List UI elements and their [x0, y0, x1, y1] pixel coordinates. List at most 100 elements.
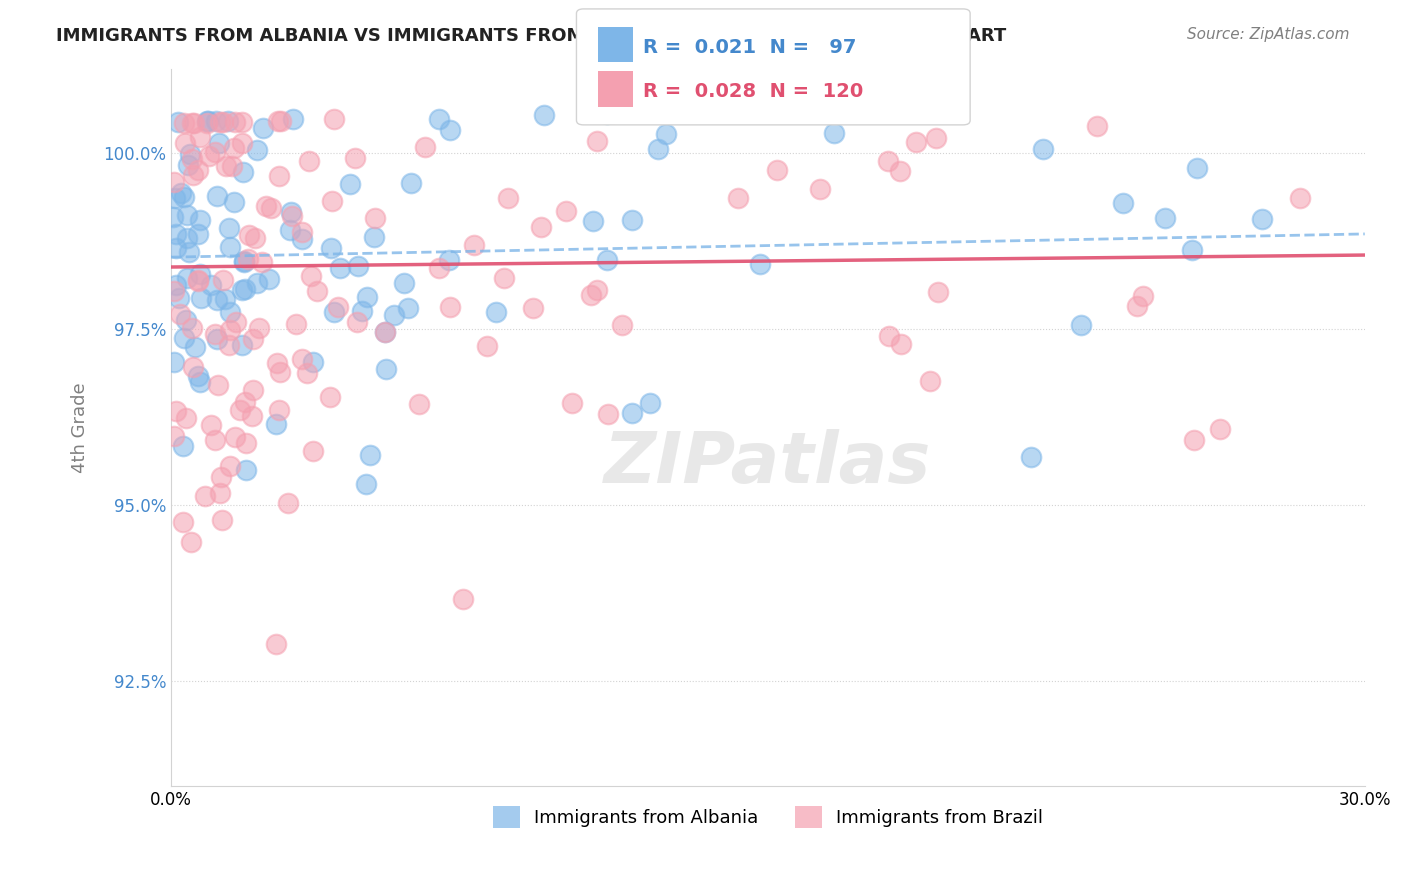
Point: [200, 417, 222, 432]
Point: [205, 189, 228, 203]
Point: [766, 162, 789, 177]
Point: [329, 260, 352, 275]
Point: [246, 277, 269, 291]
Point: [375, 362, 398, 376]
Point: [172, 515, 194, 529]
Point: [235, 282, 257, 296]
Point: [749, 257, 772, 271]
Point: [218, 338, 240, 352]
Point: [1187, 161, 1209, 176]
Point: [285, 317, 308, 331]
Point: [163, 175, 186, 189]
Point: [165, 241, 187, 255]
Point: [197, 149, 219, 163]
Point: [181, 359, 204, 374]
Point: [211, 273, 233, 287]
Point: [582, 214, 605, 228]
Point: [299, 268, 322, 283]
Point: [727, 191, 749, 205]
Point: [174, 136, 197, 150]
Point: [176, 231, 198, 245]
Point: [439, 300, 461, 314]
Point: [165, 403, 187, 417]
Point: [270, 113, 292, 128]
Point: [167, 291, 190, 305]
Point: [177, 244, 200, 259]
Point: [187, 369, 209, 384]
Point: [176, 270, 198, 285]
Point: [1019, 450, 1042, 464]
Point: [173, 189, 195, 203]
Point: [205, 114, 228, 128]
Text: R =  0.028  N =  120: R = 0.028 N = 120: [643, 82, 863, 102]
Point: [579, 288, 602, 302]
Point: [232, 165, 254, 179]
Point: [219, 240, 242, 254]
Point: [298, 153, 321, 168]
Point: [291, 352, 314, 367]
Point: [209, 485, 232, 500]
Point: [231, 283, 253, 297]
Point: [1085, 119, 1108, 133]
Point: [463, 237, 485, 252]
Point: [217, 113, 239, 128]
Point: [439, 123, 461, 137]
Legend: Immigrants from Albania, Immigrants from Brazil: Immigrants from Albania, Immigrants from…: [485, 798, 1050, 835]
Point: [167, 114, 190, 128]
Point: [259, 201, 281, 215]
Point: [163, 191, 186, 205]
Point: [218, 305, 240, 319]
Point: [245, 230, 267, 244]
Point: [356, 477, 378, 491]
Point: [187, 163, 209, 178]
Point: [204, 433, 226, 447]
Point: [208, 115, 231, 129]
Point: [211, 513, 233, 527]
Point: [174, 313, 197, 327]
Point: [323, 305, 346, 319]
Point: [266, 356, 288, 370]
Point: [328, 300, 350, 314]
Point: [890, 336, 912, 351]
Point: [596, 252, 619, 267]
Point: [177, 158, 200, 172]
Point: [522, 301, 544, 315]
Point: [374, 325, 396, 339]
Point: [346, 315, 368, 329]
Point: [918, 375, 941, 389]
Point: [321, 194, 343, 209]
Point: [163, 428, 186, 442]
Point: [1154, 211, 1177, 226]
Point: [323, 112, 346, 127]
Point: [181, 152, 204, 166]
Point: [319, 390, 342, 404]
Point: [675, 105, 697, 120]
Point: [302, 355, 325, 369]
Text: ZIPatlas: ZIPatlas: [605, 429, 932, 498]
Point: [1032, 142, 1054, 156]
Point: [1132, 288, 1154, 302]
Text: Source: ZipAtlas.com: Source: ZipAtlas.com: [1187, 27, 1350, 42]
Point: [181, 321, 204, 335]
Point: [254, 199, 277, 213]
Point: [204, 145, 226, 160]
Point: [257, 272, 280, 286]
Point: [554, 203, 576, 218]
Point: [266, 636, 288, 650]
Point: [176, 411, 198, 425]
Point: [229, 403, 252, 417]
Text: R =  0.021  N =   97: R = 0.021 N = 97: [643, 37, 856, 57]
Point: [188, 212, 211, 227]
Point: [225, 315, 247, 329]
Point: [236, 252, 259, 267]
Point: [586, 134, 609, 148]
Point: [621, 213, 644, 227]
Point: [200, 278, 222, 293]
Point: [374, 325, 396, 339]
Point: [233, 253, 256, 268]
Point: [242, 333, 264, 347]
Point: [586, 283, 609, 297]
Point: [343, 151, 366, 165]
Point: [475, 339, 498, 353]
Point: [1070, 318, 1092, 333]
